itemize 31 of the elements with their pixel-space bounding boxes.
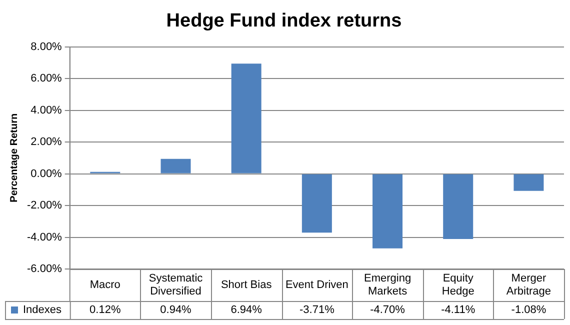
data-label: -4.11%: [441, 304, 476, 316]
legend-label: Indexes: [23, 304, 62, 316]
y-tick-label: -2.00%: [26, 200, 62, 212]
y-tick-label: 6.00%: [30, 72, 62, 85]
x-tick-label: Short Bias: [220, 279, 272, 292]
bar: [372, 174, 403, 248]
data-label: 0.12%: [90, 304, 121, 316]
bar: [231, 64, 262, 174]
data-label: 0.94%: [160, 304, 192, 316]
bar: [302, 174, 332, 233]
data-label: -4.70%: [370, 304, 406, 316]
data-label: -1.08%: [511, 304, 546, 316]
x-tick-label: Systematic Diversified: [148, 272, 204, 298]
x-tick-label: Event Driven: [285, 279, 348, 292]
data-label: 6.94%: [230, 304, 262, 316]
y-tick-label: -6.00%: [26, 263, 62, 276]
bar: [160, 158, 191, 174]
y-axis-title: Percentage Return: [8, 113, 20, 202]
x-tick-label: Equity Hedge: [442, 272, 474, 298]
chart-title: Hedge Fund index returns: [166, 10, 402, 32]
bar: [443, 174, 474, 240]
y-tick-label: 2.00%: [30, 136, 62, 148]
y-tick-label: -4.00%: [26, 231, 62, 244]
x-tick-label: Emerging Markets: [364, 272, 412, 298]
x-tick-label: Macro: [90, 279, 120, 292]
x-tick-label: Merger Arbitrage: [506, 272, 552, 298]
bar: [514, 174, 544, 191]
data-label: -3.71%: [299, 304, 335, 316]
y-tick-label: 8.00%: [30, 40, 62, 53]
y-tick-label: 0.00%: [30, 168, 62, 180]
y-tick-label: 4.00%: [30, 104, 62, 116]
